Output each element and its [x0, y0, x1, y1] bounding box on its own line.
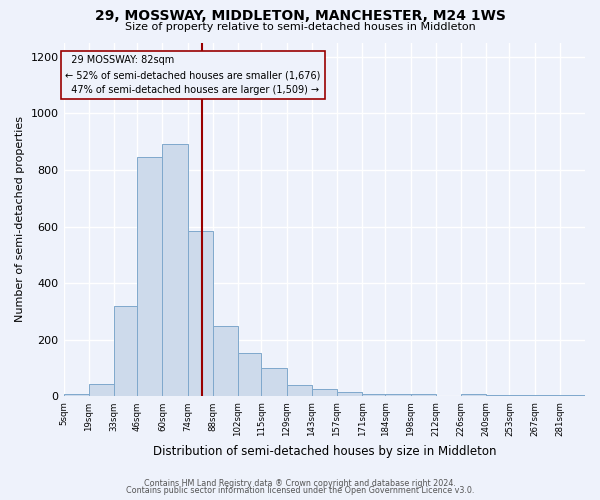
Bar	[385, 394, 410, 396]
Bar	[311, 390, 337, 396]
Text: Size of property relative to semi-detached houses in Middleton: Size of property relative to semi-detach…	[125, 22, 475, 32]
Bar	[64, 394, 89, 396]
Bar	[262, 368, 287, 396]
Bar	[337, 392, 362, 396]
Bar	[114, 306, 137, 396]
Bar	[188, 231, 213, 396]
Y-axis label: Number of semi-detached properties: Number of semi-detached properties	[15, 116, 25, 322]
Text: Contains HM Land Registry data ® Crown copyright and database right 2024.: Contains HM Land Registry data ® Crown c…	[144, 478, 456, 488]
X-axis label: Distribution of semi-detached houses by size in Middleton: Distribution of semi-detached houses by …	[152, 444, 496, 458]
Bar	[137, 157, 163, 396]
Bar	[213, 326, 238, 396]
Bar	[461, 394, 486, 396]
Text: 29 MOSSWAY: 82sqm
← 52% of semi-detached houses are smaller (1,676)
  47% of sem: 29 MOSSWAY: 82sqm ← 52% of semi-detached…	[65, 56, 321, 95]
Bar	[560, 395, 585, 396]
Bar	[89, 384, 114, 396]
Bar	[163, 144, 188, 396]
Bar	[238, 352, 262, 397]
Bar	[287, 385, 311, 396]
Bar	[410, 394, 436, 396]
Bar	[362, 394, 385, 396]
Text: 29, MOSSWAY, MIDDLETON, MANCHESTER, M24 1WS: 29, MOSSWAY, MIDDLETON, MANCHESTER, M24 …	[95, 9, 505, 23]
Bar	[486, 395, 509, 396]
Text: Contains public sector information licensed under the Open Government Licence v3: Contains public sector information licen…	[126, 486, 474, 495]
